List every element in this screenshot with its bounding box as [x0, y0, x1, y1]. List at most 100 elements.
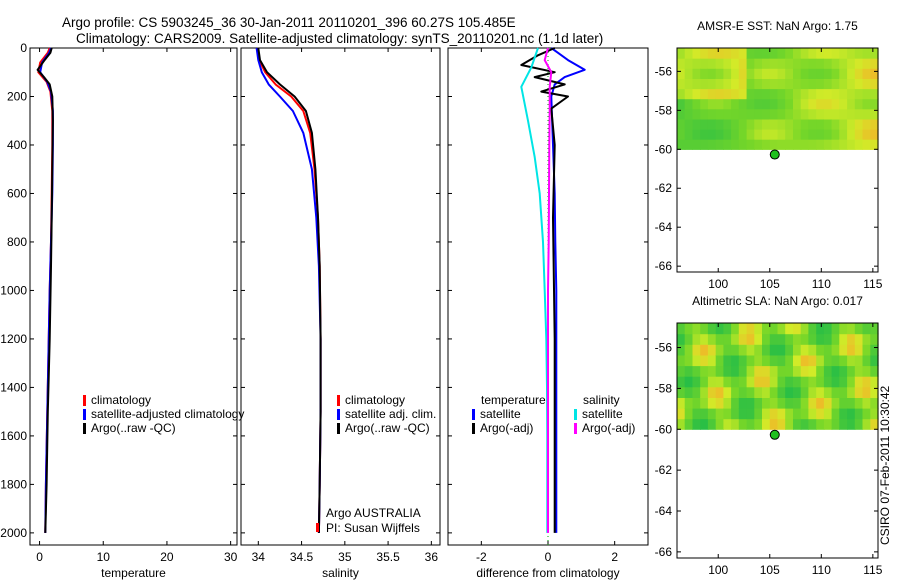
- sst-map-cell: [854, 58, 864, 69]
- sla-map-cell: [746, 344, 755, 356]
- sst-map-cell: [800, 129, 809, 140]
- sst-map-cell: [816, 48, 825, 59]
- sla-map-cell: [707, 333, 717, 345]
- sla-map-cell: [723, 418, 732, 430]
- sst-map-cell: [677, 98, 686, 110]
- sst-map-cell: [831, 58, 840, 69]
- sst-map-xtick-label-1: 105: [760, 277, 780, 291]
- sla-map-cell: [831, 386, 840, 398]
- sla-map-cell: [731, 376, 740, 388]
- sla-map-cell: [793, 376, 802, 388]
- sst-map-cell: [831, 118, 840, 130]
- sla-map-cell: [692, 354, 701, 367]
- sst-map-cell: [746, 58, 755, 69]
- sst-map-xtick-label-0: 100: [708, 277, 728, 291]
- sla-map-cell: [808, 386, 817, 398]
- sst-map-cell: [839, 108, 848, 120]
- sla-map-ytick-label-2: -60: [655, 422, 673, 436]
- sst-map-cell: [700, 78, 709, 90]
- sst-map-cell: [762, 58, 771, 69]
- temperature-ytick-label-5: 1000: [0, 283, 27, 297]
- sla-map-cell: [785, 418, 794, 430]
- sst-map-cell: [769, 48, 779, 59]
- sst-map-cell: [793, 129, 802, 140]
- sst-map-cell: [785, 58, 794, 69]
- sla-map-cell: [839, 323, 848, 335]
- sst-map-cell: [692, 98, 701, 110]
- sst-map-cell: [823, 88, 833, 100]
- sla-map-cell: [831, 323, 840, 335]
- sst-map-cell: [831, 78, 840, 90]
- sla-map-cell: [816, 408, 825, 420]
- sla-map-cell: [762, 408, 771, 420]
- sst-map-cell: [808, 48, 817, 59]
- sla-map-cell: [808, 323, 817, 335]
- sst-map-cell: [731, 139, 740, 150]
- sla-map-cell: [769, 323, 779, 335]
- sst-map-cell: [692, 88, 701, 100]
- sst-map-cell: [816, 108, 825, 120]
- sst-map-cell: [738, 48, 748, 59]
- sla-map-cell: [862, 344, 871, 356]
- sst-map-cell: [816, 68, 825, 79]
- sst-map-cell: [715, 118, 724, 130]
- sst-map-cell: [769, 58, 779, 69]
- sst-map-cell: [831, 129, 840, 140]
- sst-map-cell: [816, 139, 825, 150]
- sla-map-cell: [684, 408, 693, 420]
- sla-map-cell: [785, 333, 794, 345]
- salinity-legend-2-swatch: [337, 423, 340, 434]
- sla-map-cell: [823, 397, 833, 409]
- sla-map-cell: [777, 408, 786, 420]
- sla-map-cell: [862, 386, 871, 398]
- sla-map-cell: [847, 397, 856, 409]
- sla-map-cell: [762, 344, 771, 356]
- sst-map-ytick-label-4: -64: [655, 220, 673, 234]
- sla-map-cell: [800, 408, 809, 420]
- sla-map-cell: [854, 365, 864, 377]
- sst-map-cell: [793, 108, 802, 120]
- sla-map-cell: [738, 365, 748, 377]
- sla-map-cell: [823, 354, 833, 367]
- salinity-xtick-label-4: 36: [425, 550, 439, 564]
- sla-map-cell: [707, 354, 717, 367]
- sla-map-cell: [707, 323, 717, 335]
- sst-map-cell: [731, 48, 740, 59]
- temperature-ytick-label-6: 1200: [0, 332, 27, 346]
- temperature-legend-0-label: climatology: [91, 393, 151, 407]
- sst-map-cell: [738, 88, 748, 100]
- sst-map-cell: [677, 48, 686, 59]
- sst-map-cell: [777, 48, 786, 59]
- sst-map-cell: [823, 129, 833, 140]
- temperature-legend-1-swatch: [83, 409, 86, 420]
- sla-map-cell: [684, 376, 693, 388]
- difference-series-0-line: [550, 47, 586, 533]
- sst-map-cell: [769, 108, 779, 120]
- sla-map-cell: [808, 354, 817, 367]
- sla-map-cell: [731, 333, 740, 345]
- sst-map-cell: [762, 78, 771, 90]
- temperature-ytick-label-9: 1800: [0, 477, 27, 491]
- sst-map-cell: [692, 118, 701, 130]
- sla-map-cell: [762, 386, 771, 398]
- sst-map-cell: [762, 118, 771, 130]
- sla-map-cell: [862, 323, 871, 335]
- sst-map-cell: [723, 58, 732, 69]
- sst-map-cell: [746, 88, 755, 100]
- temperature-xtick-label-2: 20: [160, 550, 174, 564]
- sst-map-cell: [707, 58, 717, 69]
- sst-map-cell: [847, 68, 856, 79]
- sla-map-cell: [831, 397, 840, 409]
- sla-map-cell: [692, 344, 701, 356]
- sla-map-cell: [762, 354, 771, 367]
- sla-map-cell: [715, 354, 724, 367]
- sst-map-cell: [785, 118, 794, 130]
- sla-map-cell: [823, 333, 833, 345]
- sla-map-xtick-label-2: 110: [812, 563, 831, 577]
- difference-legend-4-label: satellite: [582, 407, 623, 421]
- sla-map-cell: [816, 354, 825, 367]
- sst-map-cell: [823, 139, 833, 150]
- sst-map-cell: [785, 129, 794, 140]
- sla-map-cell: [839, 354, 848, 367]
- sla-map-cell: [715, 323, 724, 335]
